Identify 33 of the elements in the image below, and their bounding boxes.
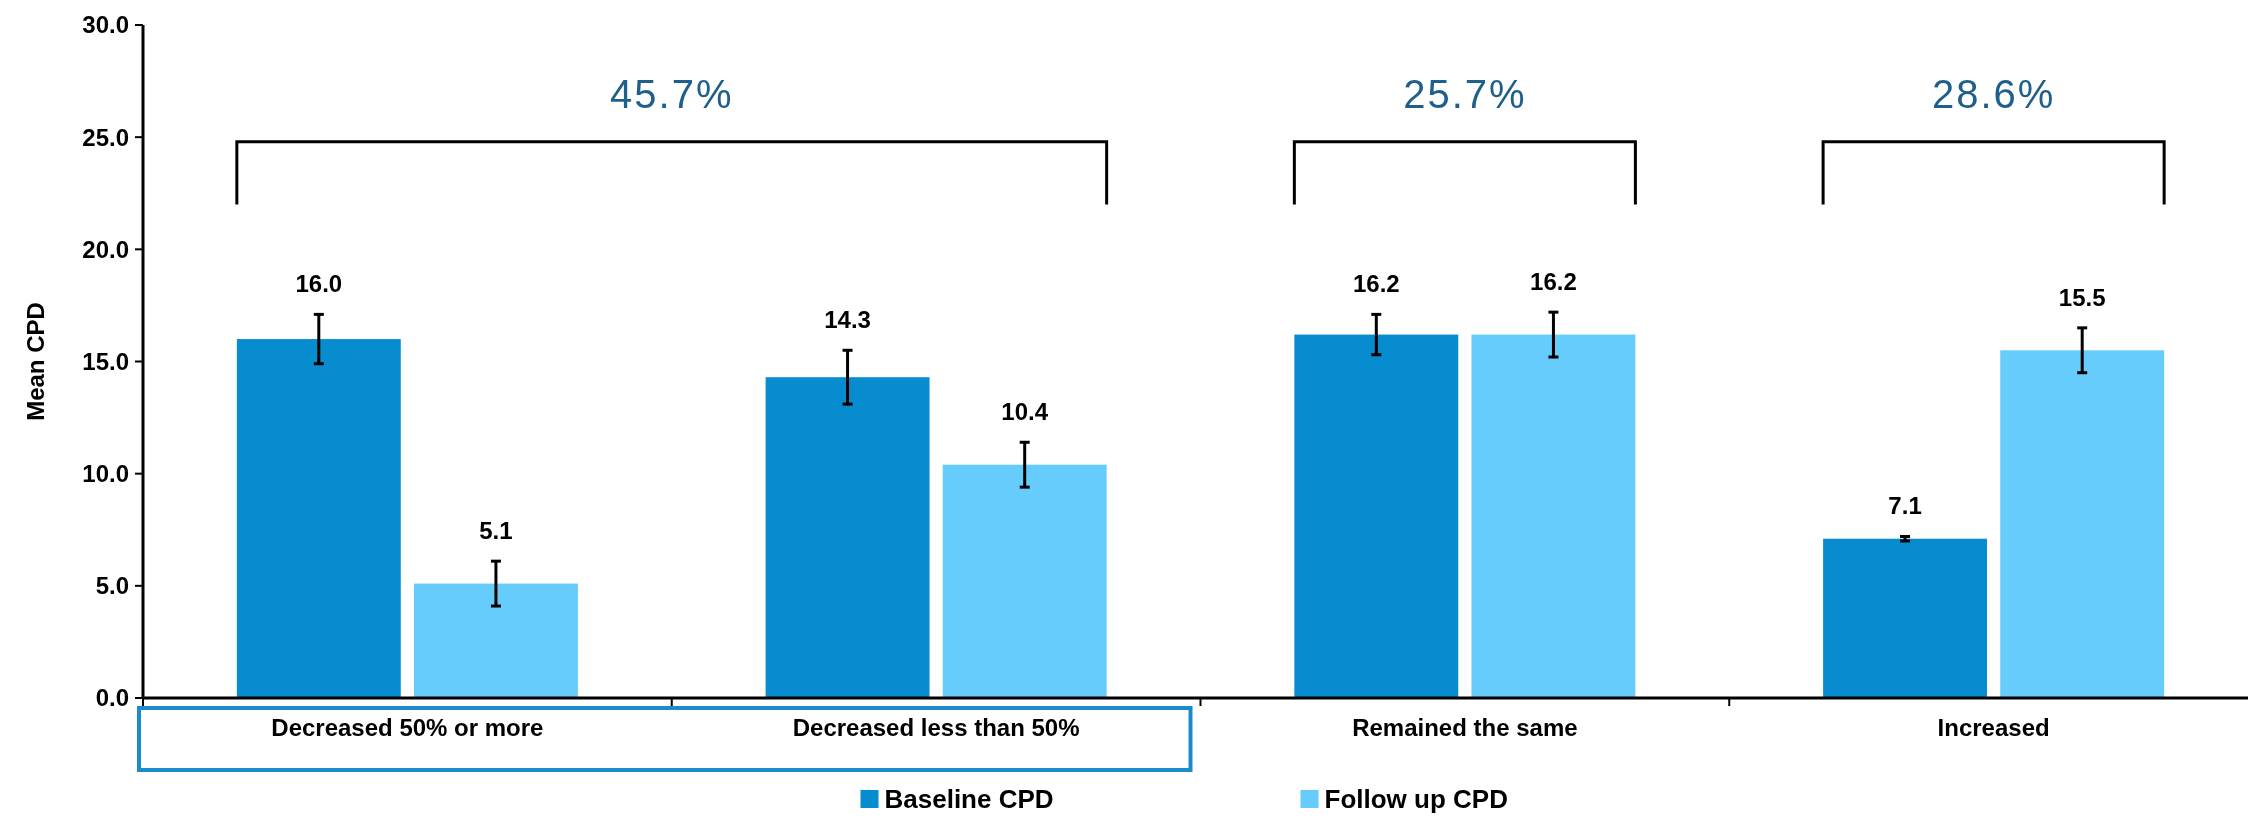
data-label: 5.1 [479,517,513,545]
bar [236,339,401,698]
y-tick-label: 30.0 [82,11,129,39]
bar [1294,334,1459,698]
y-tick-label: 25.0 [82,123,129,151]
data-label: 16.2 [1352,270,1400,298]
data-label: 14.3 [824,306,871,334]
data-label: 15.5 [2058,283,2106,311]
annotation: 45.7% [610,72,734,116]
data-label: 10.4 [1001,398,1049,426]
legend-label: Follow up CPD [1324,784,1508,814]
x-tick-label: Increased [1937,714,2050,741]
annotation: 28.6% [1931,72,2056,116]
bar [413,583,578,698]
bar [2000,350,2165,698]
bar [1471,334,1636,698]
x-tick-label: Decreased 50% or more [271,714,544,741]
y-tick-label: 20.0 [82,235,129,263]
bar [942,464,1107,698]
data-label: 16.0 [295,270,343,298]
legend-label: Baseline CPD [884,784,1054,814]
y-tick-label: 15.0 [82,347,129,375]
y-tick-label: 0.0 [95,684,129,712]
data-label: 7.1 [1888,492,1922,520]
y-tick-label: 10.0 [82,460,129,488]
y-tick-label: 5.0 [95,572,129,600]
y-axis-title: Mean CPD [22,302,49,421]
x-tick-label: Decreased less than 50% [792,714,1080,741]
data-label: 16.2 [1530,268,1577,296]
bar [1823,538,1988,698]
bar [765,377,930,698]
annotation: 25.7% [1403,72,1527,116]
x-tick-label: Remained the same [1352,714,1578,741]
